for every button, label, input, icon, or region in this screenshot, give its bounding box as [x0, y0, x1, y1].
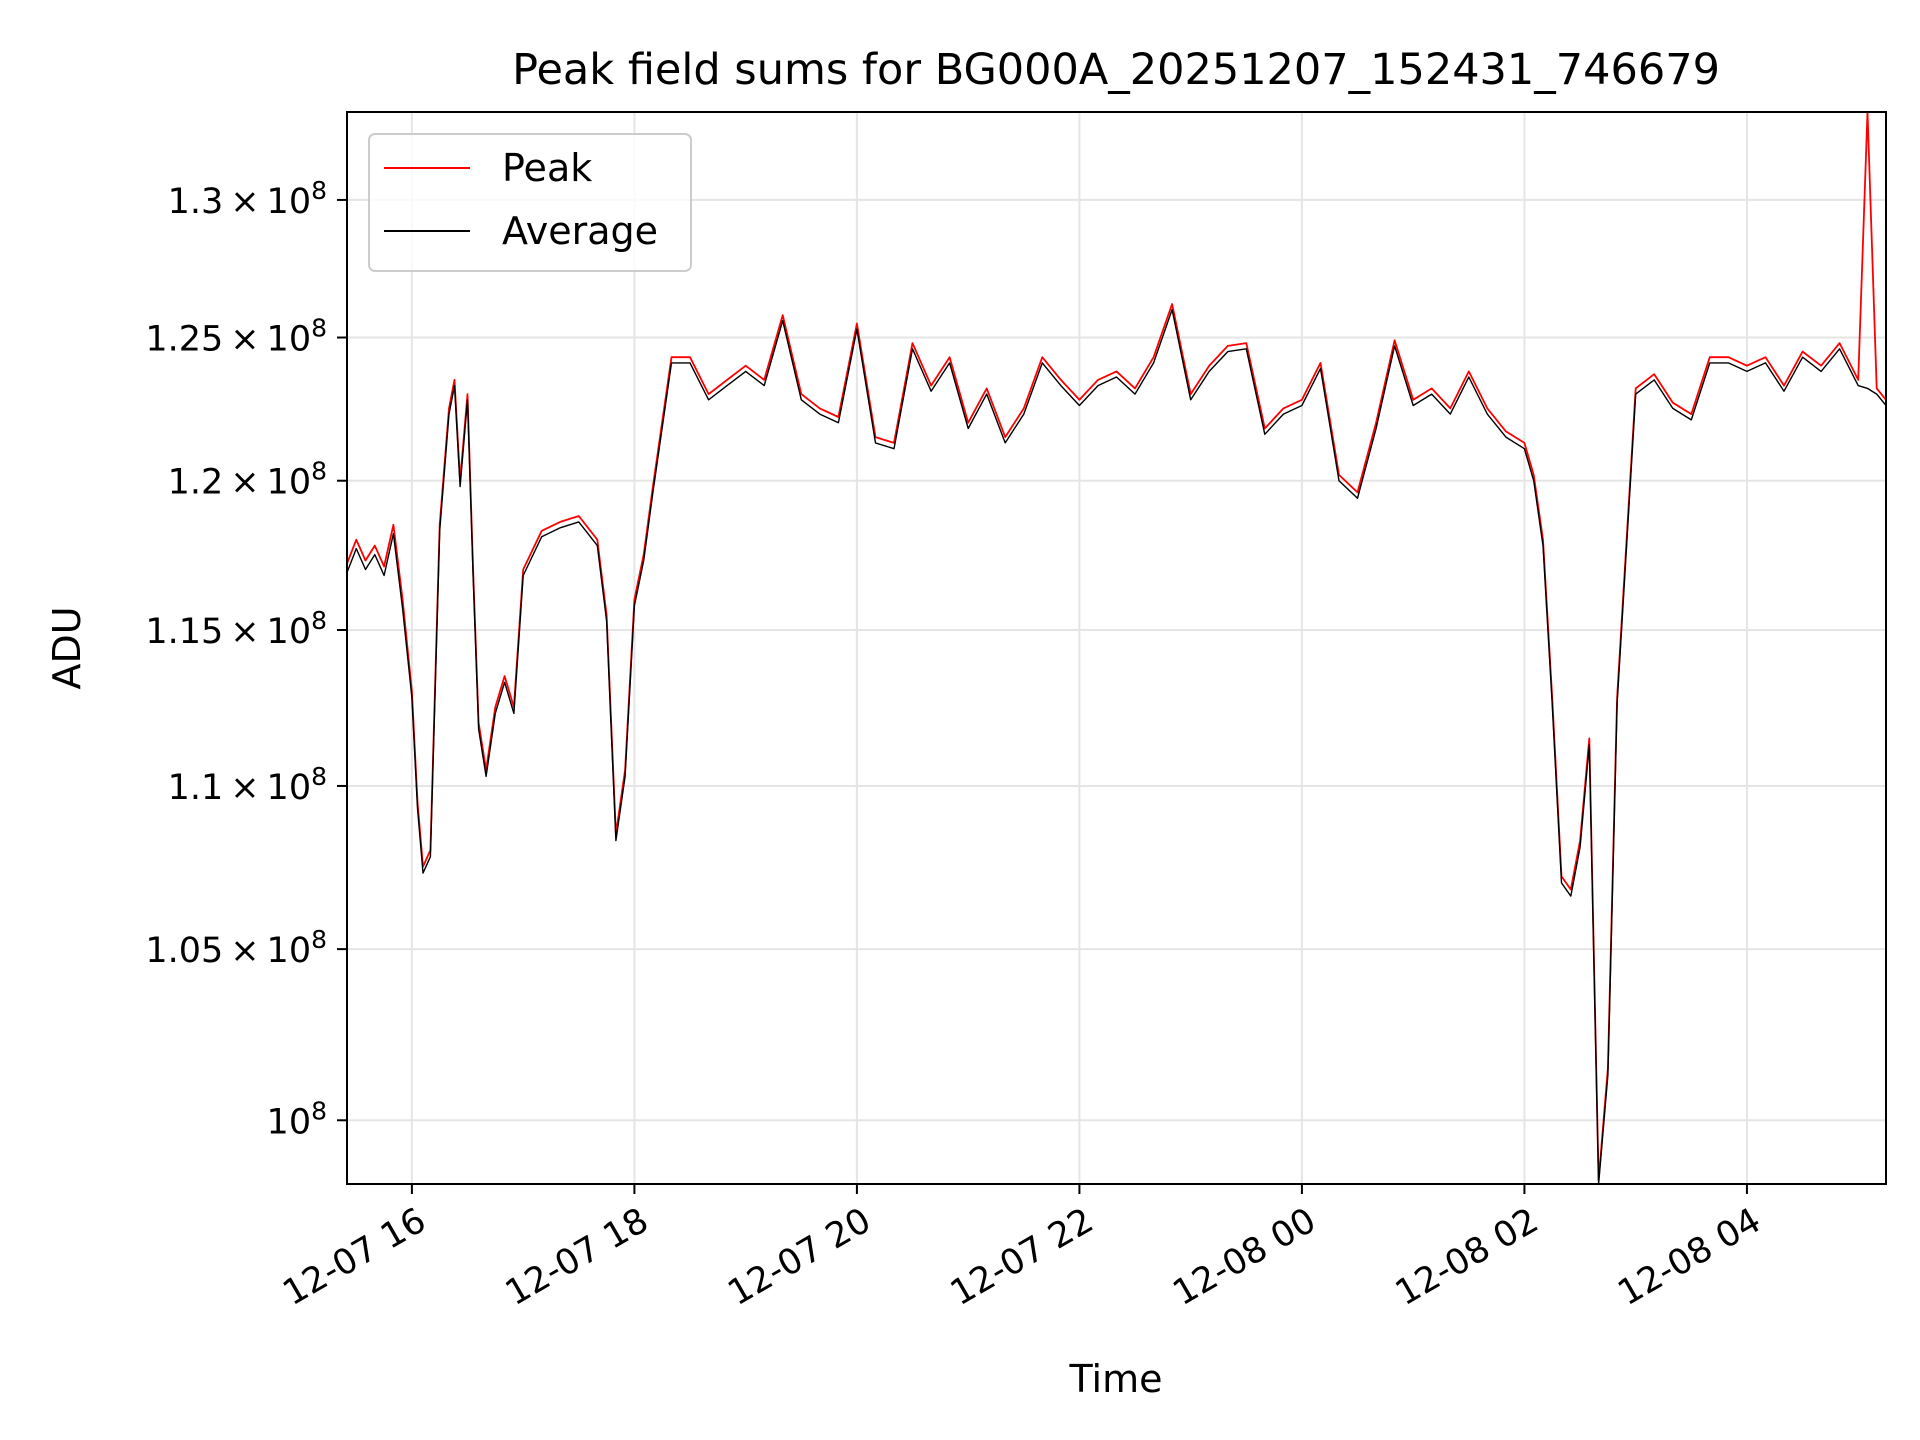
y-axis-label: ADU: [45, 606, 89, 689]
y-tick-label: 108: [267, 1096, 327, 1142]
plot-area-frame: [346, 111, 1887, 1185]
y-tick-label: 1.2 × 108: [168, 457, 327, 503]
y-tick-label: 1.05 × 108: [145, 925, 327, 971]
x-axis-label: Time: [1069, 1357, 1163, 1401]
y-tick-label: 1.3 × 108: [168, 176, 327, 222]
legend-label-average: Average: [502, 209, 658, 253]
legend: Peak Average: [368, 133, 692, 272]
legend-label-peak: Peak: [502, 146, 592, 190]
chart-title: Peak field sums for BG000A_20251207_1524…: [512, 45, 1720, 95]
y-tick-label: 1.15 × 108: [145, 606, 327, 652]
y-axis-ticks: 108 1.05 × 108 1.1 × 108 1.15 × 108 1.2 × 10…: [145, 176, 347, 1142]
y-tick-label: 1.1 × 108: [168, 762, 327, 808]
y-tick-label: 1.25 × 108: [145, 314, 327, 360]
grid-lines: [347, 112, 1886, 1184]
series-line-average: [346, 308, 1887, 1185]
series-lines: [346, 111, 1887, 1185]
